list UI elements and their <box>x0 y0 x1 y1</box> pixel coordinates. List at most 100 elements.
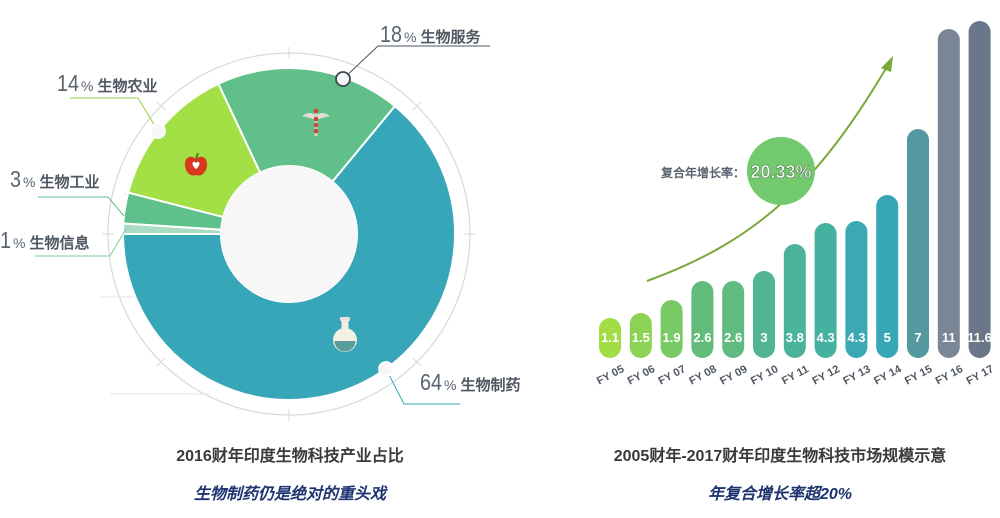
bar-value-label: 5 <box>884 330 891 345</box>
ring-tick <box>156 101 166 111</box>
bar-value-label: 4.3 <box>847 330 865 345</box>
leader-line <box>70 97 159 132</box>
flask-icon <box>333 317 357 352</box>
leader-dot <box>335 71 351 87</box>
pie-label-pct-sign: % <box>444 377 456 393</box>
pie-label-pct: 64 <box>420 369 442 395</box>
bar-rect <box>753 271 775 358</box>
bar-category-label: FY 15 <box>903 363 934 387</box>
bar-rect <box>599 318 621 358</box>
bar-category-label: FY 11 <box>780 363 811 387</box>
donut-hole <box>221 166 357 302</box>
bar-fy-17: 11.6 FY 17 <box>965 21 996 387</box>
bar-fy-16: 11 FY 16 <box>934 29 965 387</box>
pie-label-text: 18% 生物服务 <box>380 21 481 47</box>
pie-label-name: 生物信息 <box>29 234 89 252</box>
bar-value-label: 11.6 <box>967 330 992 345</box>
apple-icon <box>184 152 208 176</box>
cagr-value: 20.33% <box>750 162 811 182</box>
bar-fy-10: 3 FY 10 <box>749 271 780 387</box>
bar-category-label: FY 09 <box>718 363 749 387</box>
pie-label-name: 生物制药 <box>460 376 520 394</box>
bar-value-label: 7 <box>914 330 921 345</box>
bar-rect <box>937 29 960 358</box>
bar-value-label: 1.1 <box>601 330 619 345</box>
pie-label-2: 14% 生物农业 <box>57 70 166 139</box>
bar-caption: 2005财年-2017财年印度生物科技市场规模示意 年复合增长率超20% <box>560 442 1000 504</box>
bar-title: 2005财年-2017财年印度生物科技市场规模示意 <box>613 448 947 465</box>
bar-category-label: FY 08 <box>687 363 718 387</box>
pie-label-1: 18% 生物服务 <box>335 21 490 87</box>
bar-rect <box>629 313 652 358</box>
bar-category-label: FY 12 <box>811 363 842 387</box>
pie-caption: 2016财年印度生物科技产业占比 生物制药仍是绝对的重头戏 <box>50 442 530 504</box>
pie-label-text: 3% 生物工业 <box>10 166 99 192</box>
bar-category-label: FY 06 <box>626 363 657 387</box>
bar-fy-15: 7 FY 15 <box>903 129 934 387</box>
bar-value-label: 3.8 <box>786 330 804 345</box>
leader-line <box>385 368 460 405</box>
bar-fy-05: 1.1 FY 05 <box>595 318 626 387</box>
pie-label-pct-sign: % <box>404 29 416 45</box>
pie-label-name: 生物服务 <box>420 28 481 46</box>
bar-category-label: FY 17 <box>965 363 996 387</box>
bar-rect <box>907 129 929 358</box>
pie-label-name: 生物工业 <box>39 173 99 191</box>
leader-line <box>35 228 127 257</box>
bar-category-label: FY 07 <box>657 363 688 387</box>
bar-rect <box>845 221 868 358</box>
bar-rect <box>783 244 806 358</box>
pie-subtitle: 生物制药仍是绝对的重头戏 <box>193 486 386 503</box>
bar-fy-13: 4.3 FY 13 <box>841 221 873 387</box>
bar-rect <box>722 281 745 358</box>
arrow-head-icon <box>881 56 893 72</box>
bar-category-label: FY 13 <box>841 363 872 387</box>
bar-fy-07: 1.9 FY 07 <box>657 300 688 387</box>
bar-value-label: 1.9 <box>663 330 681 345</box>
bar-value-label: 1.5 <box>632 330 650 345</box>
leader-dot <box>150 123 166 139</box>
pie-label-pct: 3 <box>10 166 21 192</box>
bar-subtitle: 年复合增长率超20% <box>707 486 853 503</box>
bar-rect <box>876 195 899 358</box>
bar-category-label: FY 10 <box>749 363 780 387</box>
pie-label-pct: 1 <box>0 227 11 253</box>
leader-line <box>38 196 125 217</box>
bar-rect <box>814 223 837 358</box>
pie-label-4: 1% 生物信息 <box>0 227 127 257</box>
bar-chart: 1.1 FY 05 1.5 FY 06 1.9 FY 07 2.6 FY 08 2.6 FY 09… <box>595 21 996 387</box>
pie-label-name: 生物农业 <box>97 77 157 95</box>
pie-label-3: 3% 生物工业 <box>10 166 125 217</box>
pie-label-pct: 18 <box>380 21 402 47</box>
ring-tick <box>412 101 422 111</box>
bar-rect <box>968 21 991 358</box>
leader-dot <box>378 361 394 377</box>
pie-label-pct-sign: % <box>81 78 93 94</box>
bar-value-label: 2.6 <box>693 330 711 345</box>
bar-value-label: 4.3 <box>817 330 835 345</box>
bar-category-label: FY 05 <box>595 363 626 387</box>
leader-line <box>342 45 490 80</box>
pie-title: 2016财年印度生物科技产业占比 <box>176 448 404 465</box>
cagr-bubble <box>747 137 815 205</box>
pie-label-pct-sign: % <box>23 174 35 190</box>
ring-tick <box>412 357 422 367</box>
bar-category-label: FY 14 <box>872 363 904 388</box>
bar-value-label: 11 <box>942 330 956 345</box>
bar-category-label: FY 16 <box>934 363 965 387</box>
bar-rect <box>660 300 683 358</box>
pie-label-0: 64% 生物制药 <box>378 361 520 405</box>
bar-value-label: 2.6 <box>724 330 742 345</box>
bar-fy-06: 1.5 FY 06 <box>626 313 657 387</box>
bar-value-label: 3 <box>760 330 767 345</box>
pie-label-pct: 14 <box>57 70 79 96</box>
bar-rect <box>691 281 714 358</box>
pie-label-text: 64% 生物制药 <box>420 369 520 395</box>
pie-label-text: 14% 生物农业 <box>57 70 157 96</box>
bar-fy-08: 2.6 FY 08 <box>687 281 719 387</box>
bar-fy-12: 4.3 FY 12 <box>811 223 842 387</box>
cagr-annotation: 20.33% 复合年增长率： <box>660 137 815 205</box>
cagr-label: 复合年增长率： <box>660 165 745 180</box>
bar-fy-09: 2.6 FY 09 <box>718 281 749 387</box>
